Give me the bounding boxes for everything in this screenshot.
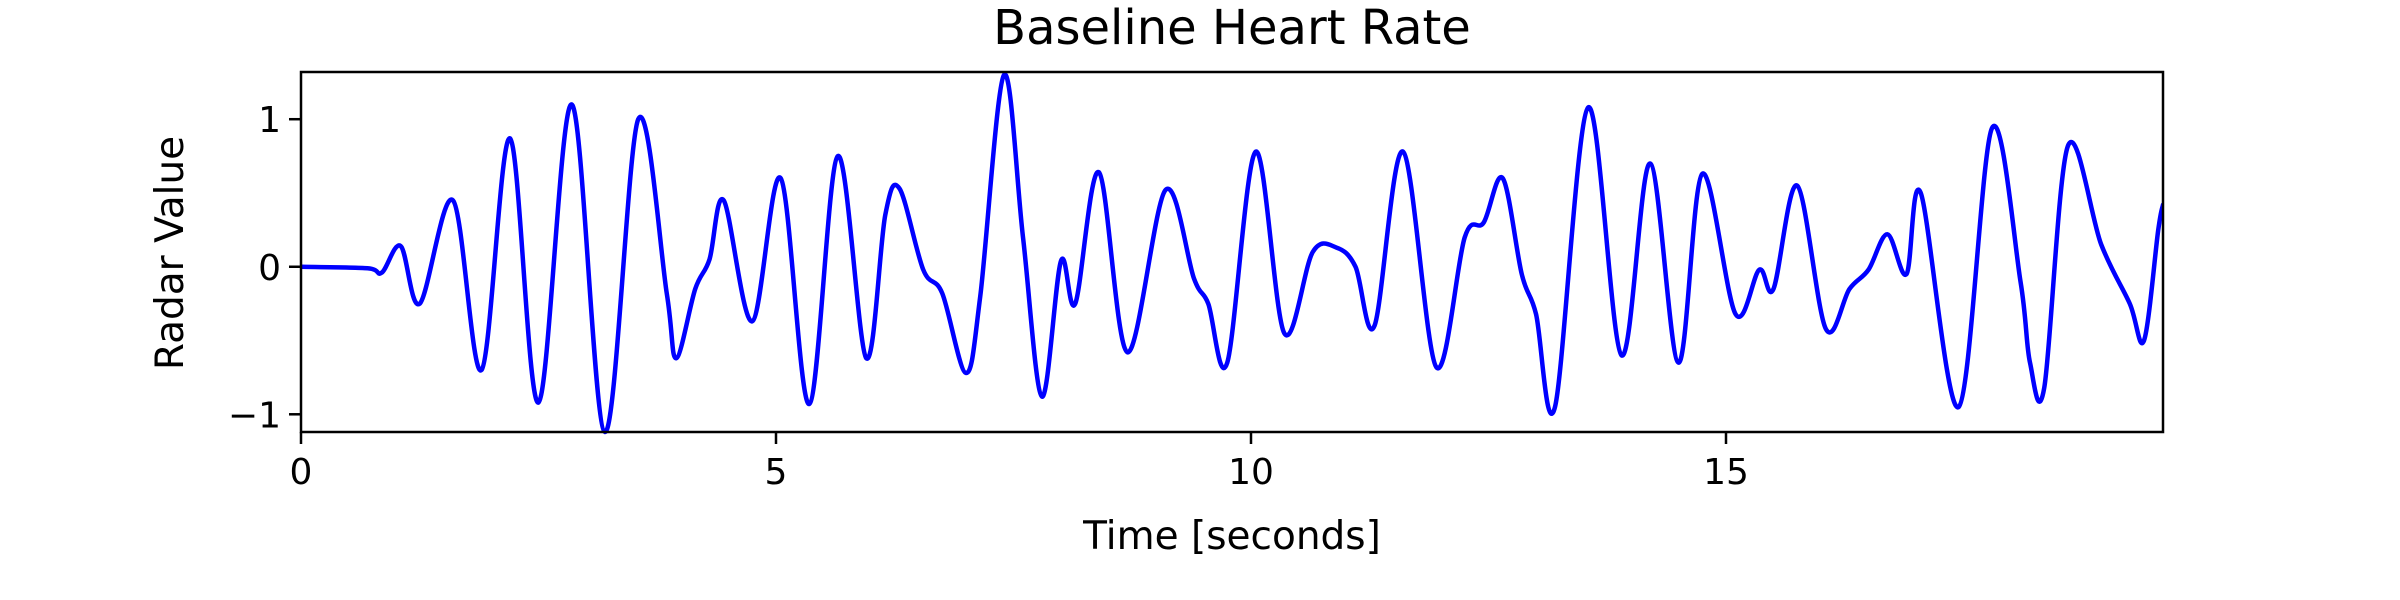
x-tick-label: 5	[765, 452, 788, 493]
y-axis: −1 0 1	[228, 100, 301, 436]
y-axis-label: Radar Value	[148, 136, 193, 370]
chart-title: Baseline Heart Rate	[993, 0, 1471, 56]
x-tick-label: 15	[1703, 452, 1749, 493]
plot-area	[301, 72, 2163, 435]
x-axis: 0 5 10 15	[290, 432, 1749, 493]
x-tick-label: 0	[290, 452, 313, 493]
series-line-0	[301, 72, 2163, 435]
x-axis-label: Time [seconds]	[1082, 514, 1381, 559]
y-tick-label: 0	[258, 248, 281, 289]
plot-frame	[299, 70, 2165, 434]
x-tick-label: 10	[1228, 452, 1274, 493]
y-tick-label: −1	[228, 395, 281, 436]
y-tick-label: 1	[258, 100, 281, 141]
